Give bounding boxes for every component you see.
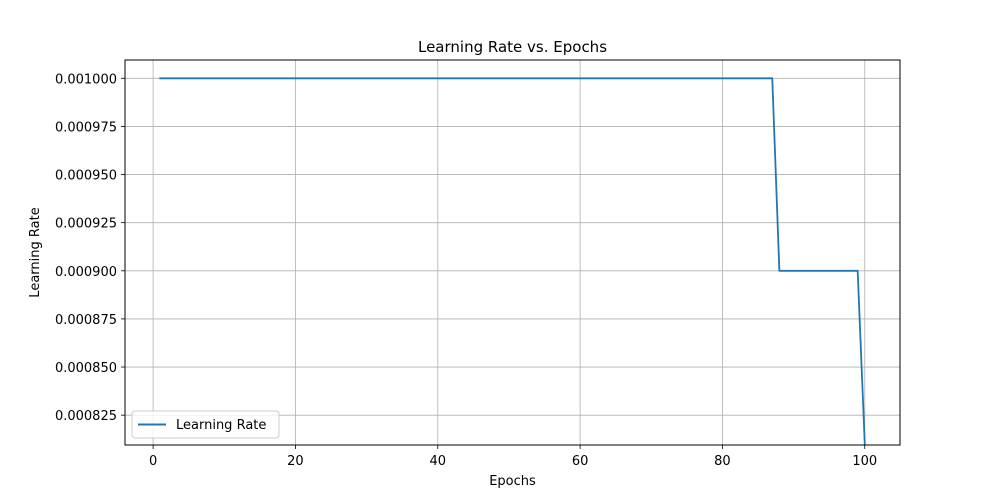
legend: Learning Rate <box>131 410 280 439</box>
y-tick-label: 0.000825 <box>55 409 117 424</box>
x-tick-label: 60 <box>572 454 589 469</box>
y-tick-label: 0.001000 <box>55 72 117 87</box>
y-axis-ticks: 0.000825 0.000850 0.000875 0.000900 0.000925… <box>55 72 125 424</box>
y-axis-label: Learning Rate <box>28 207 43 297</box>
plot-frame <box>124 59 901 446</box>
x-tick-label: 20 <box>287 454 304 469</box>
x-axis-ticks: 0 20 40 60 80 100 <box>149 445 877 469</box>
chart-title: Learning Rate vs. Epochs <box>418 38 607 56</box>
y-tick-label: 0.000850 <box>55 361 117 376</box>
y-tick-label: 0.000875 <box>55 313 117 328</box>
y-tick-label: 0.000950 <box>55 169 117 184</box>
legend-box <box>131 410 280 439</box>
series-line-learning-rate <box>159 77 866 445</box>
x-tick-label: 80 <box>714 454 731 469</box>
x-axis-label: Epochs <box>489 474 536 489</box>
y-tick-label: 0.000900 <box>55 265 117 280</box>
x-tick-label: 40 <box>430 454 447 469</box>
y-tick-label: 0.000925 <box>55 217 117 232</box>
x-tick-label: 0 <box>149 454 157 469</box>
legend-label: Learning Rate <box>176 418 266 433</box>
series-layer <box>159 77 866 445</box>
y-tick-label: 0.000975 <box>55 120 117 135</box>
x-tick-label: 100 <box>852 454 877 469</box>
